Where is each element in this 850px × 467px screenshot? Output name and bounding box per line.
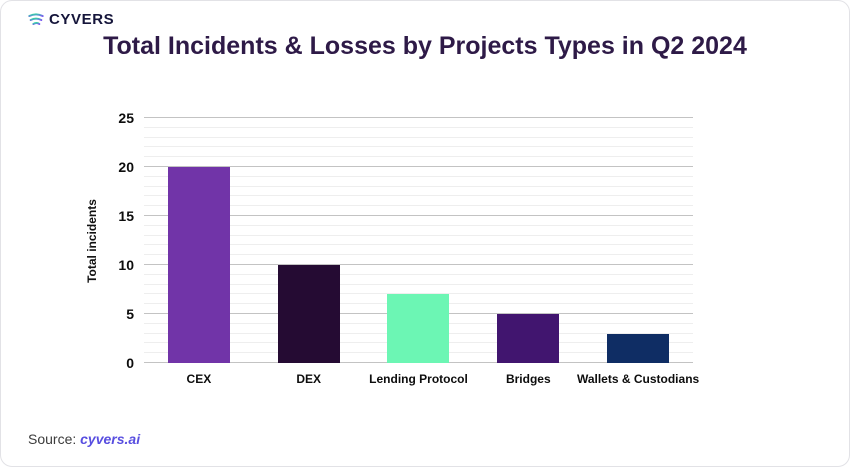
gridline-22 [144,146,693,148]
source-label: Source: [28,431,77,447]
bar-slot-bridges: Bridges [473,118,583,386]
gridline-9 [144,273,693,275]
page-title: Total Incidents & Losses by Projects Typ… [103,32,747,60]
bar-bridges [497,314,560,363]
gridline-16 [144,205,693,207]
y-tick-label-10: 10 [118,257,134,273]
cyvers-logo: CYVERS [28,11,114,28]
gridline-17 [144,195,693,197]
y-tick-label-15: 15 [118,208,134,224]
y-tick-label-0: 0 [126,355,134,371]
bar-dex [277,265,340,363]
cyvers-logo-text: CYVERS [49,11,115,28]
bar-slot-lending-protocol: Lending Protocol [364,118,474,386]
gridline-21 [144,156,693,158]
x-tick-label-bridges: Bridges [505,372,551,386]
source-link[interactable]: cyvers.ai [80,431,141,447]
gridline-7 [144,293,693,295]
bar-slot-cex: CEX [144,118,254,386]
x-tick-label-lending-protocol: Lending Protocol [369,372,468,386]
gridline-18 [144,185,693,187]
bar-slot-dex: DEX [254,118,364,386]
x-tick-label-wallets-custodians: Wallets & Custodians [576,372,700,386]
bar-slot-wallets-custodians: Wallets & Custodians [577,118,699,386]
gridline-24 [144,126,693,128]
y-tick-label-20: 20 [118,159,134,175]
gridline-19 [144,175,693,177]
gridline-14 [144,224,693,226]
gridline-25 [144,117,693,118]
gridline-11 [144,254,693,256]
source-line: Source: cyvers.ai [28,431,140,447]
y-tick-label-5: 5 [126,306,134,322]
gridline-8 [144,283,693,285]
x-tick-label-dex: DEX [296,372,322,386]
cyvers-swirl-icon [28,12,44,25]
y-axis-ticks: 0 5 10 15 20 25 [96,111,134,370]
gridline-15 [144,215,693,216]
gridline-12 [144,244,693,246]
gridline-13 [144,234,693,236]
bar-lending-protocol [387,294,450,363]
x-tick-label-cex: CEX [186,372,212,386]
gridline-10 [144,264,693,265]
bar-slots: CEX DEX Lending Protocol Bridges Wallets & C… [144,118,699,386]
gridline-23 [144,136,693,138]
bar-wallets-custodians [607,333,670,363]
y-tick-label-25: 25 [118,110,134,126]
plot-area: CEX DEX Lending Protocol Bridges Wallets & C… [144,117,699,386]
gridline-20 [144,166,693,167]
bar-cex [167,167,230,363]
